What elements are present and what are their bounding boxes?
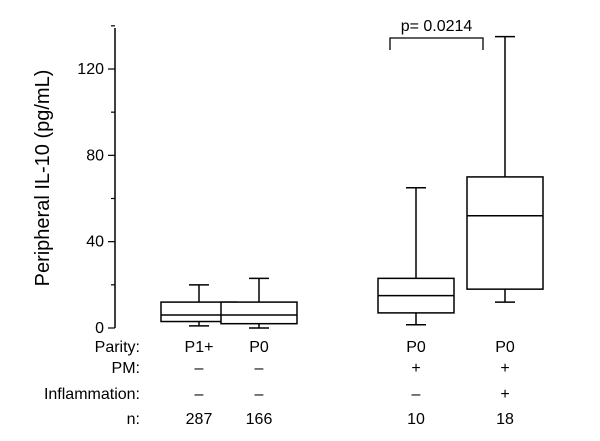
box-2 — [220, 277, 298, 329]
table-cell: – — [412, 386, 421, 403]
p-value-label: p= 0.0214 — [401, 18, 473, 35]
table-cell: P1+ — [185, 339, 214, 356]
table-cell: + — [411, 360, 420, 377]
box-3 — [377, 186, 455, 326]
table-cell: + — [500, 386, 509, 403]
table-row-label: n: — [127, 411, 140, 428]
table-row-label: Inflammation: — [44, 386, 140, 403]
group-table: Parity: P1+ P0 P0 P0 PM: – – + + Inflammation: – – – +… — [44, 339, 515, 428]
table-row-label: Parity: — [95, 339, 140, 356]
box-1 — [160, 284, 238, 327]
table-cell: 18 — [496, 411, 514, 428]
y-tick-label: 0 — [95, 320, 104, 337]
box-4 — [466, 35, 544, 303]
significance-annotation: p= 0.0214 — [389, 18, 484, 50]
table-cell: – — [195, 360, 204, 377]
table-cell: 166 — [246, 411, 273, 428]
box-iqr — [466, 176, 544, 290]
table-cell: P0 — [406, 339, 426, 356]
table-cell: 287 — [186, 411, 213, 428]
y-axis-label: Peripheral IL-10 (pg/mL) — [32, 70, 54, 287]
plot-area: 0 40 80 120 — [77, 25, 544, 337]
table-cell: 10 — [407, 411, 425, 428]
table-cell: P0 — [495, 339, 515, 356]
table-cell: P0 — [249, 339, 269, 356]
table-cell: – — [255, 360, 264, 377]
table-cell: – — [255, 386, 264, 403]
table-cell: + — [500, 360, 509, 377]
box-iqr — [220, 301, 298, 325]
significance-bracket — [389, 37, 484, 50]
y-tick-label: 120 — [77, 61, 104, 78]
y-tick-label: 80 — [86, 147, 104, 164]
table-cell: – — [195, 386, 204, 403]
y-tick-label: 40 — [86, 234, 104, 251]
table-row-label: PM: — [112, 360, 140, 377]
